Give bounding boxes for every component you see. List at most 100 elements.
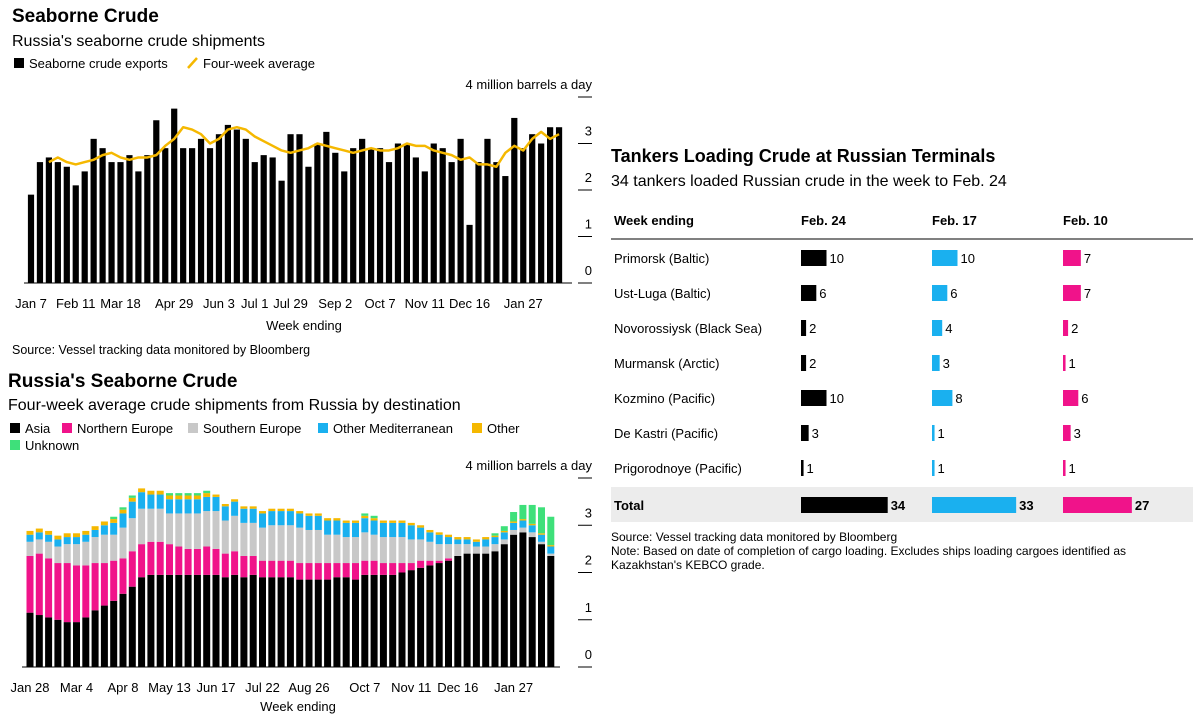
bar-segment [528, 525, 536, 533]
bar-segment [128, 495, 136, 498]
legend-label: Asia [25, 421, 51, 436]
bar-segment [193, 574, 201, 667]
bar-segment [445, 544, 452, 559]
legend-label: Northern Europe [77, 421, 173, 436]
bar-segment [166, 495, 173, 500]
bar [72, 185, 79, 283]
table-bar [1063, 250, 1081, 266]
bar-segment [175, 493, 183, 496]
bar-segment [389, 537, 397, 564]
bar-segment [259, 511, 266, 514]
bar-segment [528, 532, 536, 538]
bar-segment [389, 522, 397, 538]
y-tick-label: 1 [585, 600, 592, 615]
x-tick-label: Jun 3 [203, 296, 235, 311]
bar-segment [407, 570, 415, 667]
bar-segment [361, 515, 369, 519]
bar-segment [231, 574, 239, 667]
bar-segment [463, 537, 471, 540]
bar-segment [73, 565, 80, 623]
bar-segment [510, 522, 518, 530]
bar-segment [119, 513, 127, 528]
bar-segment [370, 515, 378, 519]
bar [27, 194, 35, 283]
bar-segment [379, 522, 387, 538]
bar-segment [73, 537, 80, 545]
y-tick-label: 4 million barrels a day [466, 458, 593, 473]
x-axis-label: Week ending [266, 318, 342, 333]
row-label: Murmansk (Arctic) [614, 356, 719, 371]
bar-segment [417, 560, 425, 568]
x-axis-label: Week ending [260, 699, 336, 714]
bar-segment [119, 558, 127, 594]
bar-segment [538, 533, 545, 535]
bar-segment [314, 563, 322, 580]
bar-segment [63, 537, 71, 545]
cell-value: 1 [938, 426, 945, 441]
bar-segment [519, 519, 527, 521]
bar-segment [361, 513, 369, 516]
legend-marker [187, 57, 198, 69]
bar-segment [203, 493, 211, 497]
table-bar [801, 320, 807, 336]
bar-segment [240, 506, 248, 509]
bar-segment [407, 563, 415, 571]
bar-segment [482, 539, 490, 547]
bar-segment [538, 544, 545, 667]
bar-segment [333, 577, 341, 667]
bar-segment [286, 525, 294, 561]
bar-segment [435, 563, 443, 667]
bar-segment [100, 563, 108, 606]
bar-segment [54, 535, 62, 540]
legend-label: Four-week average [203, 56, 315, 71]
bar-segment [407, 539, 415, 564]
legend-marker [62, 423, 72, 433]
cell-value: 1 [807, 461, 814, 476]
bar-segment [510, 534, 518, 667]
cell-value: 2 [809, 356, 816, 371]
y-tick-label: 2 [585, 553, 592, 568]
bar-segment [128, 518, 136, 552]
bar-segment [166, 544, 173, 575]
bar-segment [445, 560, 452, 667]
bar-segment [296, 511, 304, 514]
bar-segment [538, 534, 545, 542]
bar-segment [110, 516, 118, 520]
legend-marker [14, 58, 24, 68]
bar-segment [82, 530, 90, 535]
bar-segment [249, 508, 257, 523]
bar [475, 162, 482, 283]
legend-marker [318, 423, 328, 433]
bar-segment [286, 560, 294, 578]
bar-segment [231, 501, 239, 516]
x-tick-label: Dec 16 [437, 680, 478, 695]
bar-segment [82, 534, 90, 542]
bar-segment [175, 513, 183, 547]
bar-segment [296, 527, 304, 564]
table-bar [932, 497, 1017, 513]
bar-segment [389, 520, 397, 523]
bar-segment [166, 513, 173, 545]
bar [206, 148, 214, 283]
bar-segment [472, 553, 480, 667]
bar-segment [342, 577, 350, 667]
cell-value: 10 [961, 251, 975, 266]
bar-segment [314, 515, 322, 530]
bar [547, 127, 554, 283]
bar [126, 155, 133, 283]
bar-segment [110, 534, 118, 561]
bar-segment [528, 537, 536, 667]
bar-segment [212, 496, 220, 512]
bar-segment [166, 499, 173, 514]
y-tick-label: 3 [585, 505, 592, 520]
bar-segment [361, 574, 369, 667]
bar-segment [138, 577, 146, 667]
average-line [48, 125, 560, 168]
bar-segment [35, 615, 43, 667]
bar [555, 127, 563, 283]
bar-segment [333, 520, 341, 535]
bar [359, 138, 366, 283]
bar-segment [184, 548, 192, 575]
bar-segment [510, 529, 518, 535]
bar-segment [268, 525, 276, 561]
